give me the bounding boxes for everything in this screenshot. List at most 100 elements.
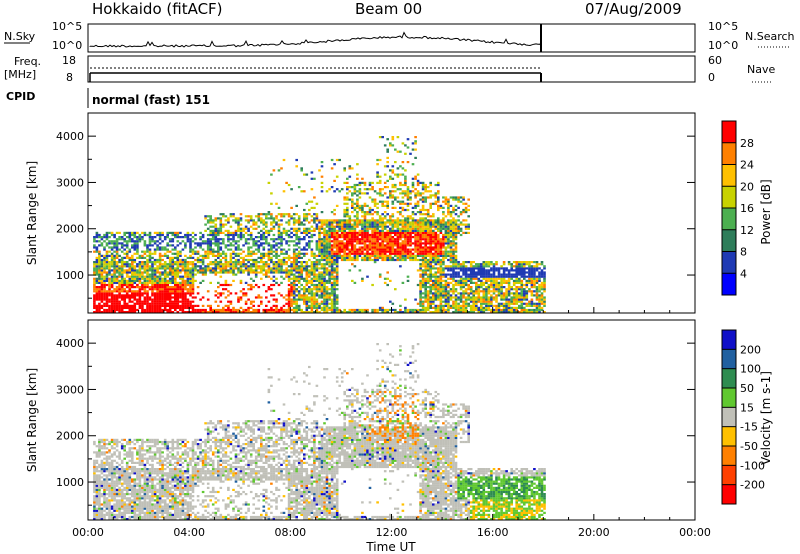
scatter-cell xyxy=(358,246,362,249)
scatter-cell xyxy=(411,142,415,145)
scatter-cell xyxy=(313,196,316,199)
scatter-cell xyxy=(373,261,377,264)
scatter-cell xyxy=(505,279,508,282)
scatter-cell xyxy=(396,231,400,234)
scatter-cell xyxy=(389,231,392,234)
scatter-cell xyxy=(371,236,374,239)
scatter-cell xyxy=(211,269,215,272)
scatter-cell xyxy=(363,244,367,247)
scatter-cell xyxy=(125,279,129,282)
scatter-cell xyxy=(401,231,405,234)
scatter-cell xyxy=(98,304,101,307)
scatter-cell xyxy=(224,311,228,314)
scatter-cell xyxy=(454,304,458,307)
scatter-cell xyxy=(282,248,286,251)
scatter-cell xyxy=(426,302,430,305)
scatter-cell xyxy=(262,221,266,224)
scatter-cell xyxy=(432,236,435,239)
scatter-cell xyxy=(181,261,185,264)
scatter-cell xyxy=(257,213,261,216)
scatter-cell xyxy=(270,277,273,280)
scatter-cell xyxy=(419,286,422,289)
scatter-cell xyxy=(467,261,470,264)
scatter-cell xyxy=(313,219,316,222)
scatter-cell xyxy=(156,283,159,287)
scatter-cell xyxy=(346,248,349,251)
scatter-cell xyxy=(318,238,321,241)
scatter-cell xyxy=(386,204,389,207)
scatter-cell xyxy=(115,242,119,245)
scatter-cell xyxy=(383,256,387,259)
scatter-cell xyxy=(262,254,266,257)
scatter-cell xyxy=(156,275,159,278)
scatter-cell xyxy=(176,288,180,291)
scatter-cell xyxy=(394,223,397,226)
scatter-cell xyxy=(156,265,159,268)
scatter-cell xyxy=(432,238,435,241)
scatter-cell xyxy=(333,290,336,293)
scatter-cell xyxy=(386,186,389,189)
scatter-cell xyxy=(297,261,301,264)
scatter-cell xyxy=(176,311,180,314)
scatter-cell xyxy=(485,273,488,276)
scatter-cell xyxy=(217,296,220,299)
scatter-cell xyxy=(184,269,187,272)
scatter-cell xyxy=(257,311,261,314)
scatter-cell xyxy=(257,296,261,299)
scatter-cell xyxy=(310,281,314,284)
scatter-cell xyxy=(391,227,395,230)
scatter-cell xyxy=(457,267,460,270)
scatter-cell xyxy=(176,252,180,255)
scatter-cell xyxy=(335,229,339,232)
scatter-cell xyxy=(128,271,132,274)
scatter-cell xyxy=(335,244,339,247)
scatter-cell xyxy=(323,288,326,291)
scatter-cell xyxy=(356,206,359,209)
scatter-cell xyxy=(201,263,205,266)
scatter-cell xyxy=(156,271,159,274)
scatter-cell xyxy=(95,248,99,251)
scatter-cell xyxy=(303,231,306,234)
scatter-cell xyxy=(239,269,243,272)
scatter-cell xyxy=(416,200,420,203)
scatter-cell xyxy=(437,204,440,207)
scatter-cell xyxy=(492,267,496,270)
scatter-cell xyxy=(189,263,192,266)
scatter-cell xyxy=(411,225,415,228)
scatter-cell xyxy=(237,298,240,301)
scatter-cell xyxy=(161,273,164,276)
scatter-cell xyxy=(131,279,134,282)
scatter-cell xyxy=(196,250,200,253)
scatter-cell xyxy=(419,244,422,247)
scatter-cell xyxy=(404,242,407,245)
scatter-cell xyxy=(421,227,425,230)
scatter-cell xyxy=(391,190,395,193)
scatter-cell xyxy=(305,288,309,291)
scatter-cell xyxy=(174,294,177,297)
scatter-cell xyxy=(381,242,384,245)
scatter-cell xyxy=(204,223,207,226)
scatter-cell xyxy=(452,296,455,299)
scatter-cell xyxy=(469,290,473,293)
scatter-cell xyxy=(404,258,407,262)
scatter-cell xyxy=(222,292,225,295)
scatter-cell xyxy=(351,211,354,214)
scatter-cell xyxy=(495,300,498,303)
scatter-cell xyxy=(507,308,511,312)
scatter-cell xyxy=(373,258,377,262)
scatter-cell xyxy=(358,204,362,207)
scatter-cell xyxy=(459,227,463,230)
scatter-cell xyxy=(171,292,175,295)
scatter-cell xyxy=(125,236,129,239)
scatter-cell xyxy=(308,240,311,243)
scatter-cell xyxy=(383,248,387,251)
scatter-cell xyxy=(161,267,164,270)
scatter-cell xyxy=(315,215,319,218)
scatter-cell xyxy=(156,306,159,309)
scatter-cell xyxy=(267,286,271,289)
scatter-cell xyxy=(295,269,298,272)
scatter-cell xyxy=(454,231,458,234)
scatter-cell xyxy=(219,292,223,295)
scatter-cell xyxy=(424,294,427,297)
scatter-cell xyxy=(497,281,501,284)
